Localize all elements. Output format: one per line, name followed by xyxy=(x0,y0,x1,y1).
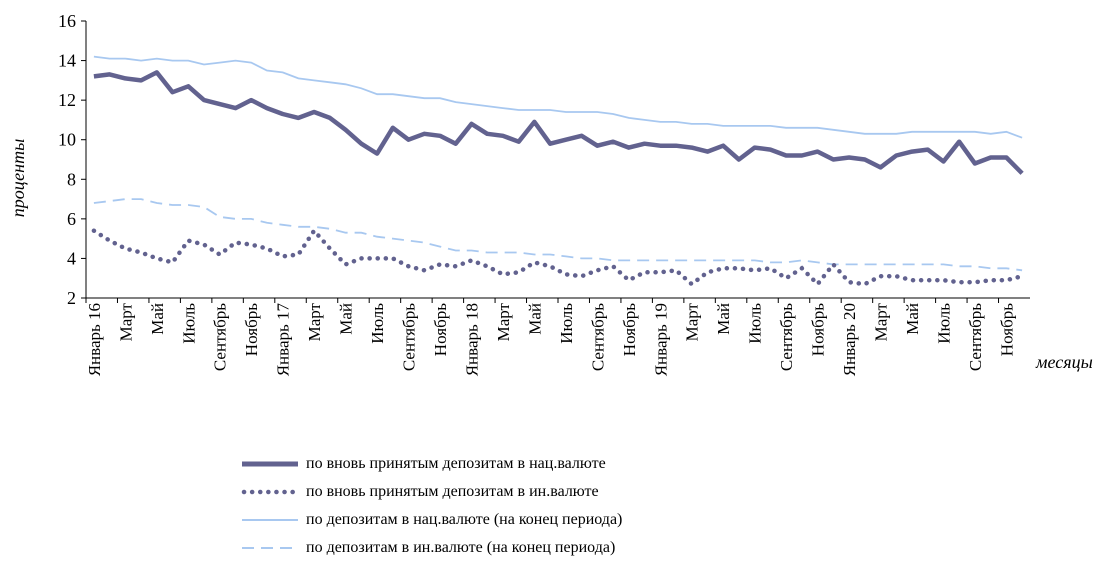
y-tick-label: 10 xyxy=(58,130,76,150)
x-tick-label: Сентябрь xyxy=(400,303,419,371)
legend-swatch-national-end xyxy=(242,519,298,521)
series-line-2 xyxy=(93,55,1023,139)
x-tick-label: Март xyxy=(305,302,324,341)
series-line-1 xyxy=(91,227,1025,288)
y-tick-label: 16 xyxy=(58,11,76,31)
y-tick-label: 14 xyxy=(58,51,76,71)
x-tick-label: Май xyxy=(903,303,922,335)
x-tick-label: Сентябрь xyxy=(777,303,796,371)
y-axis-ticks: 2 4 6 8 10 12 14 16 xyxy=(58,11,86,308)
x-tick-label: Январь 19 xyxy=(651,303,670,376)
y-axis-label: проценты xyxy=(8,139,28,218)
x-tick-label: Январь 20 xyxy=(840,303,859,376)
legend: по вновь принятым депозитам в нац.валюте… xyxy=(240,450,622,562)
y-tick-label: 2 xyxy=(67,288,76,308)
x-tick-label: Март xyxy=(872,302,891,341)
y-tick-label: 6 xyxy=(67,209,76,229)
legend-label: по вновь принятым депозитам в нац.валюте xyxy=(306,455,606,472)
legend-swatch-foreign-new xyxy=(241,489,300,495)
x-axis-label: месяцы xyxy=(1035,352,1093,372)
x-tick-label: Май xyxy=(525,303,544,335)
x-tick-label: Январь 16 xyxy=(85,303,104,376)
y-tick-label: 8 xyxy=(67,169,76,189)
x-tick-label: Март xyxy=(683,302,702,341)
x-tick-label: Ноябрь xyxy=(809,303,828,356)
legend-label: по вновь принятым депозитам в ин.валюте xyxy=(306,483,599,500)
legend-item: по вновь принятым депозитам в нац.валюте xyxy=(240,450,622,478)
x-tick-label: Сентябрь xyxy=(966,303,985,371)
series-line-3 xyxy=(93,198,1023,272)
x-tick-label: Июль xyxy=(557,303,576,344)
x-tick-label: Май xyxy=(714,303,733,335)
legend-item: по депозитам в нац.валюте (на конец пери… xyxy=(240,506,622,534)
x-tick-label: Март xyxy=(116,302,135,341)
x-tick-label: Июль xyxy=(746,303,765,344)
x-tick-label: Сентябрь xyxy=(588,303,607,371)
series-lines xyxy=(91,55,1025,288)
x-tick-label: Май xyxy=(337,303,356,335)
x-tick-label: Июль xyxy=(179,303,198,344)
x-tick-label: Ноябрь xyxy=(620,303,639,356)
x-tick-label: Июль xyxy=(934,303,953,344)
x-tick-label: Ноябрь xyxy=(431,303,450,356)
x-tick-label: Сентябрь xyxy=(211,303,230,371)
x-tick-label: Май xyxy=(148,303,167,335)
legend-item: по депозитам в ин.валюте (на конец перио… xyxy=(240,534,622,562)
x-axis-ticks: Январь 16 Март Май Июль Сентябрь Ноябрь Январь… xyxy=(85,298,1016,377)
series-line-0 xyxy=(93,70,1024,175)
y-tick-label: 12 xyxy=(58,90,76,110)
legend-swatch-foreign-end xyxy=(242,547,298,549)
x-tick-label: Январь 17 xyxy=(274,303,293,377)
x-tick-label: Июль xyxy=(368,303,387,344)
line-chart: 2 4 6 8 10 12 14 16 Январь 16 Март Май Июль Сентябр… xyxy=(8,11,1093,377)
x-tick-label: Январь 18 xyxy=(462,303,481,376)
x-tick-label: Ноябрь xyxy=(997,303,1016,356)
legend-item: по вновь принятым депозитам в ин.валюте xyxy=(240,478,622,506)
legend-label: по депозитам в нац.валюте (на конец пери… xyxy=(306,511,623,528)
x-tick-label: Ноябрь xyxy=(242,303,261,356)
y-tick-label: 4 xyxy=(67,248,76,268)
legend-label: по депозитам в ин.валюте (на конец перио… xyxy=(306,539,616,556)
legend-swatch-national-new xyxy=(242,461,298,467)
x-tick-label: Март xyxy=(494,302,513,341)
